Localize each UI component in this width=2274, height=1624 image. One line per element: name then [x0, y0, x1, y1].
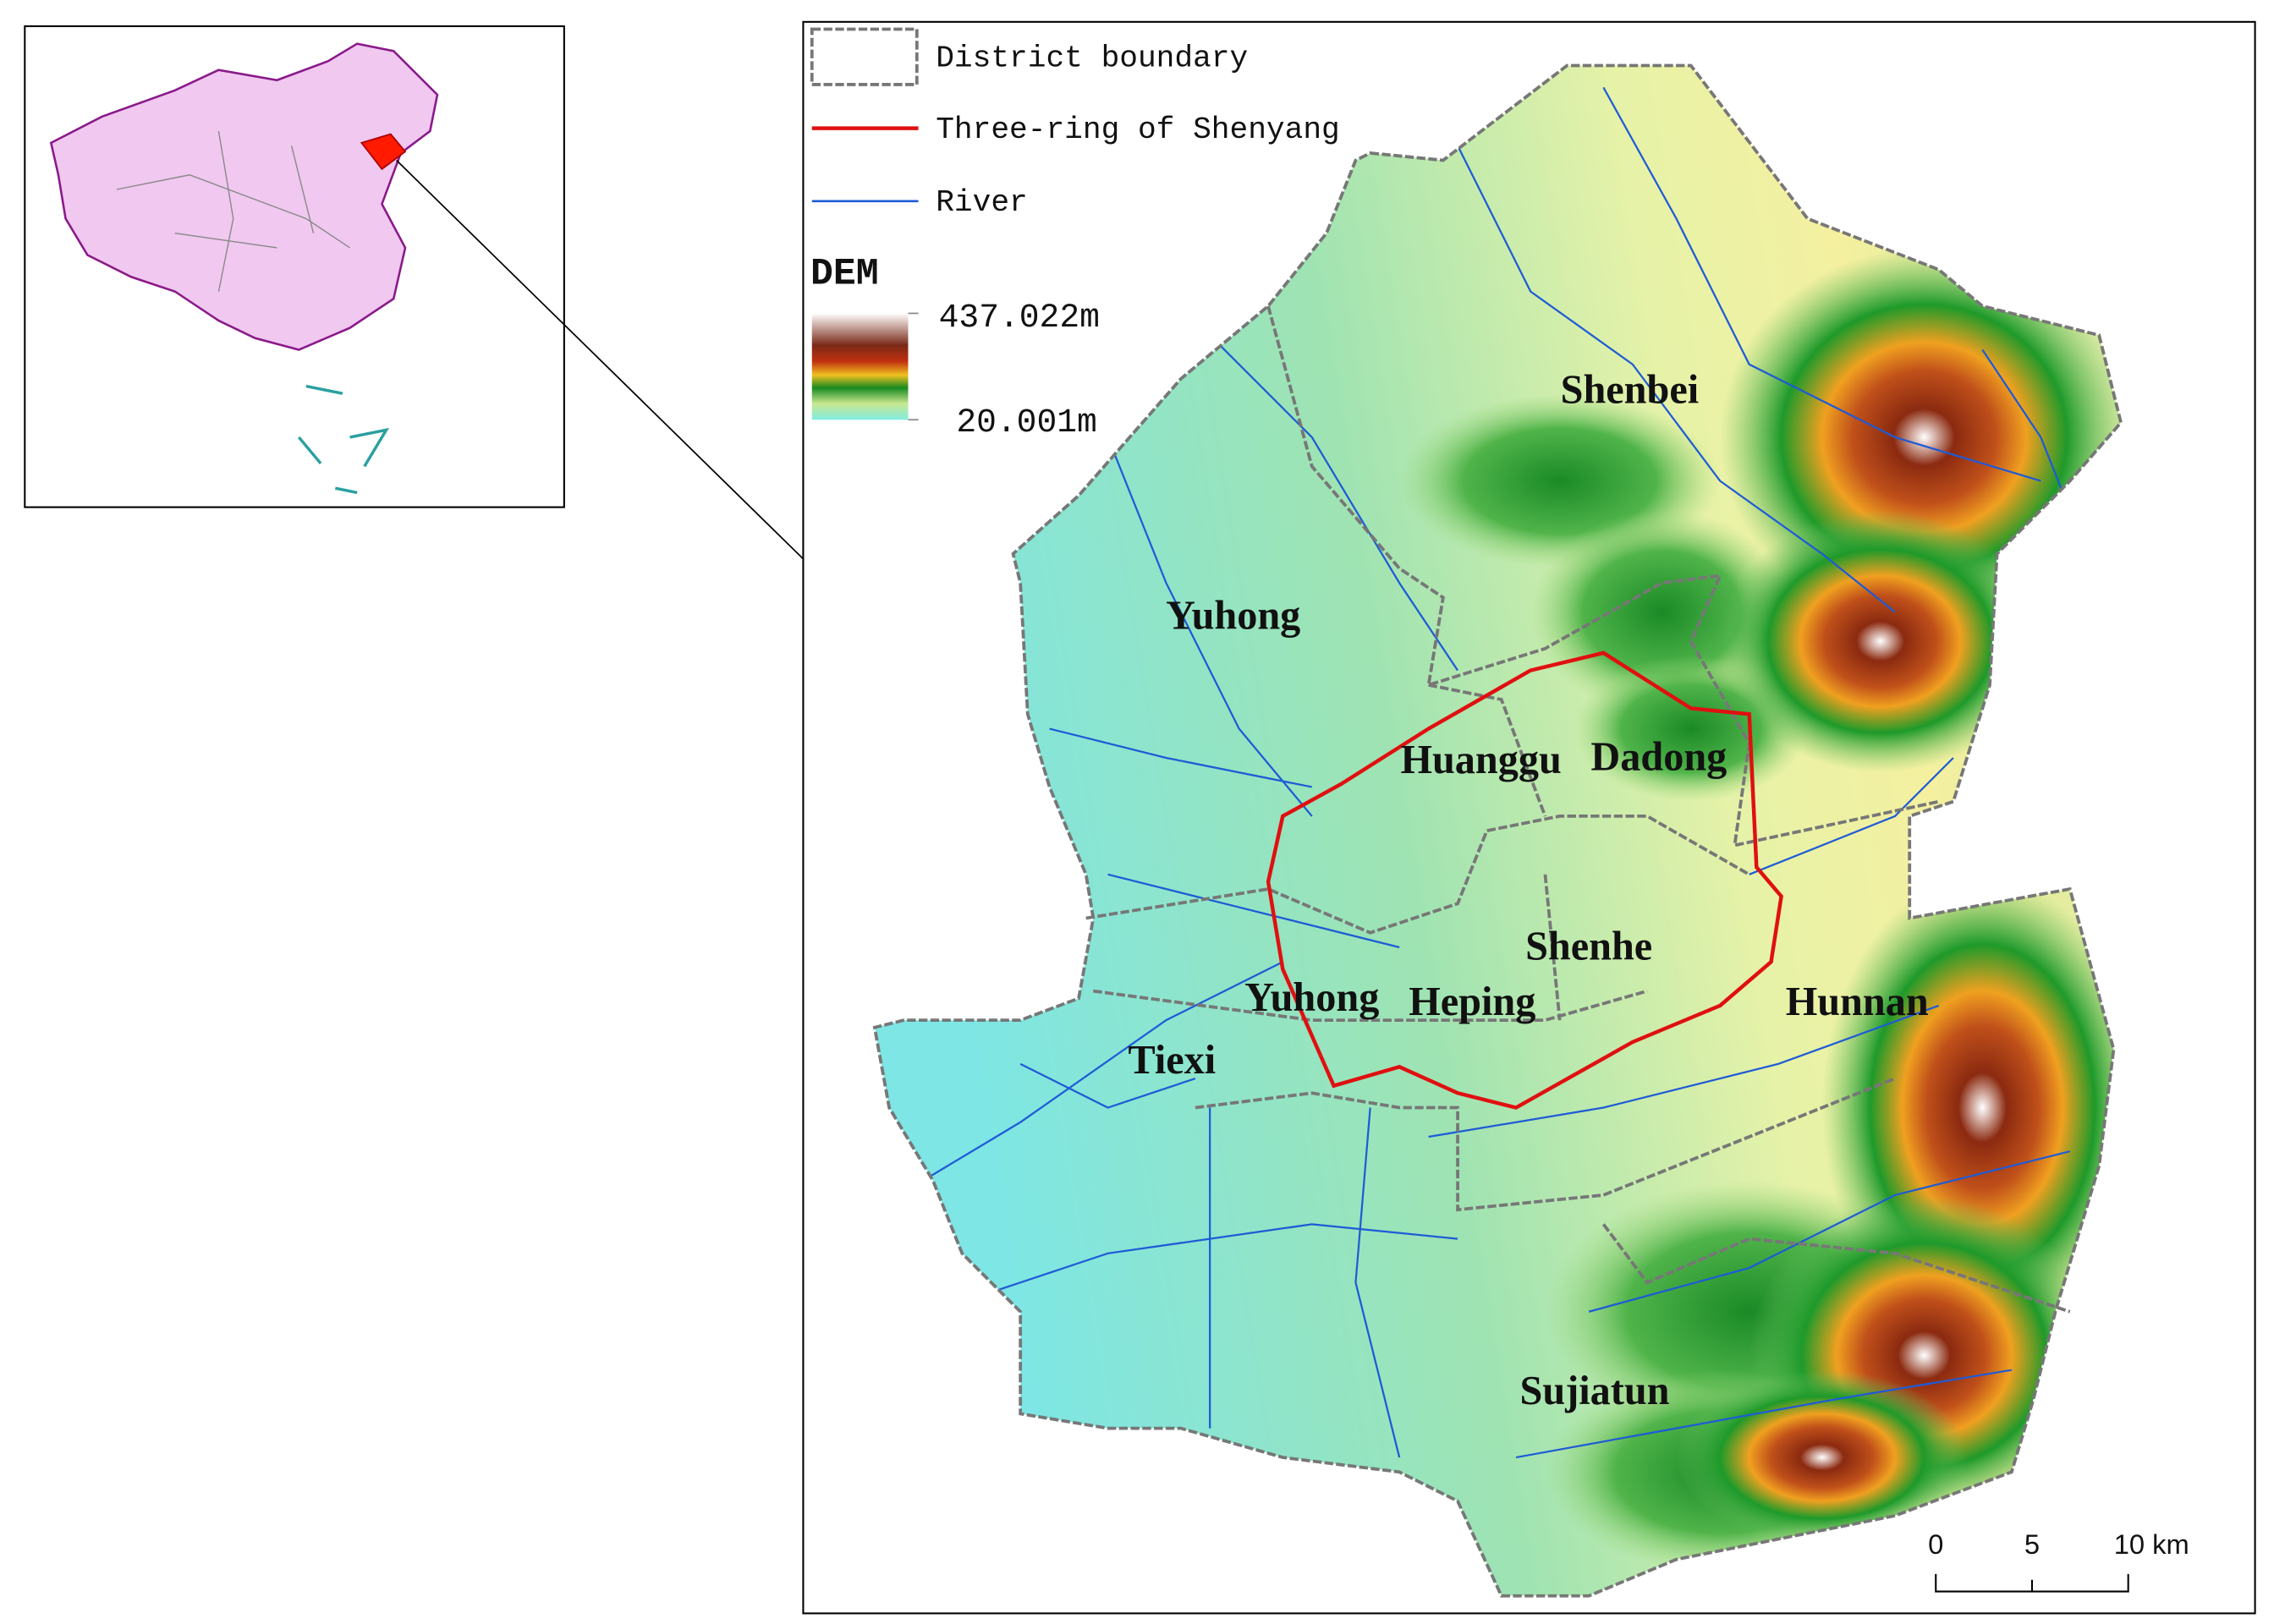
scale-label: 5 — [2024, 1528, 2040, 1560]
district-label: Huanggu — [1400, 738, 1561, 782]
district-label: Shenbei — [1561, 367, 1700, 412]
scale-label: 10 km — [2114, 1528, 2189, 1560]
district-boundary — [872, 63, 2123, 1598]
district-label: Heping — [1409, 979, 1535, 1024]
legend-boundary-swatch — [810, 27, 919, 86]
district-label: Tiexi — [1129, 1038, 1217, 1083]
district-label: Sujiatun — [1520, 1369, 1670, 1413]
legend-label: Three-ring of Shenyang — [936, 112, 1340, 147]
dem-title: DEM — [810, 254, 879, 296]
legend-label: River — [936, 185, 1028, 220]
district-label: Dadong — [1590, 735, 1727, 780]
internal-boundaries — [1085, 305, 2071, 1314]
dem-min-label: 20.001m — [956, 403, 1096, 442]
district-label: Hunnan — [1786, 979, 1929, 1024]
liaoning-highlight — [360, 133, 407, 171]
scale-label: 0 — [1928, 1528, 1943, 1560]
china-outline — [49, 42, 439, 351]
three-ring-road — [1266, 650, 1783, 1110]
legend-label: District boundary — [936, 41, 1248, 75]
dem-ramp — [811, 313, 909, 420]
district-label: Yuhong — [1166, 593, 1300, 638]
islands — [297, 384, 390, 495]
district-label: Yuhong — [1244, 975, 1379, 1020]
scale-bar — [1935, 1573, 2129, 1593]
province-lines — [116, 130, 350, 292]
dem-max-label: 437.022m — [939, 299, 1100, 337]
district-label: Shenhe — [1525, 924, 1652, 969]
